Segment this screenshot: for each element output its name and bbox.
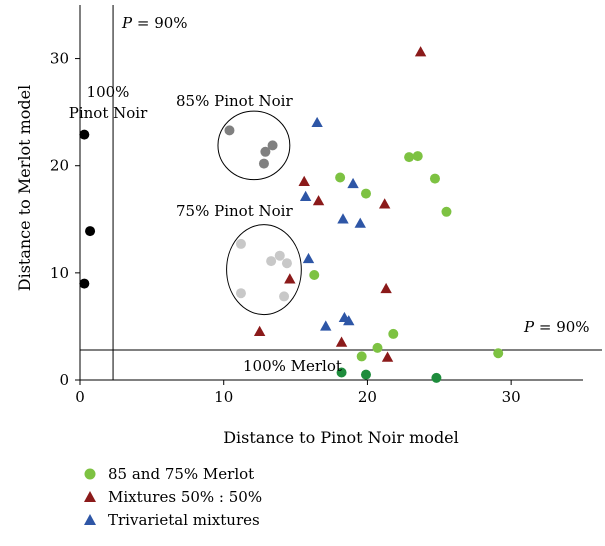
data-point-triangle — [337, 213, 349, 224]
legend-item: 85 and 75% Merlot — [82, 462, 262, 485]
data-point-triangle — [354, 217, 366, 228]
x-axis-title: Distance to Pinot Noir model — [223, 428, 459, 447]
data-point-circle — [235, 238, 246, 249]
annotation-100-merlot: 100% Merlot — [243, 357, 342, 375]
group-ellipse — [226, 224, 302, 316]
legend-item: Trivarietal mixtures — [82, 508, 262, 531]
data-point-triangle — [298, 175, 310, 186]
legend-triangle-icon — [84, 490, 96, 502]
data-point-triangle — [299, 190, 312, 201]
data-point-circle — [360, 188, 371, 199]
data-point-triangle — [312, 195, 325, 206]
data-point-triangle — [284, 273, 296, 284]
plot-area — [79, 5, 583, 381]
data-point-circle — [441, 206, 452, 217]
data-point-circle — [388, 328, 399, 339]
data-point-circle — [79, 278, 90, 289]
data-point-circle — [279, 291, 290, 302]
data-point-circle — [360, 369, 371, 380]
data-point-circle — [429, 173, 440, 184]
annotation-100-pinot-noir-line2: Pinot Noir — [69, 104, 148, 122]
data-point-circle — [309, 270, 320, 280]
legend-label: 85 and 75% Merlot — [108, 464, 255, 483]
data-point-circle — [258, 158, 269, 169]
data-point-triangle — [378, 198, 391, 209]
y-tick-label: 20 — [50, 157, 69, 175]
threshold-horizontal-label: P = 90% — [523, 318, 590, 336]
data-point-circle — [224, 125, 235, 136]
axis-ticks: 0 10 20 30 0 10 20 30 — [50, 50, 521, 406]
group-ellipses — [217, 110, 302, 316]
data-point-triangle — [335, 336, 348, 347]
data-point-triangle — [343, 315, 355, 326]
data-point-circle — [356, 351, 367, 362]
legend-triangle-icon — [84, 513, 96, 525]
legend-label: Mixtures 50% : 50% — [108, 487, 263, 506]
data-point-triangle — [347, 177, 359, 189]
data-point-circle — [404, 152, 415, 163]
data-point-circle — [266, 256, 277, 267]
data-point-triangle — [381, 351, 394, 362]
group-ellipse — [217, 110, 291, 181]
y-tick-label: 0 — [59, 371, 69, 389]
data-point-circle — [493, 348, 504, 359]
scatter-chart: P = 90% P = 90% 0 10 20 30 0 10 20 30 100% Pinot … — [15, 5, 602, 447]
data-point-circle — [79, 129, 90, 140]
data-point-circle — [85, 226, 96, 237]
x-tick-label: 20 — [358, 388, 377, 406]
data-point-triangle — [253, 325, 266, 336]
y-tick-label: 10 — [50, 264, 69, 282]
data-point-circle — [336, 367, 347, 378]
data-point-triangle — [311, 116, 323, 128]
legend-circle-icon — [84, 468, 96, 479]
data-point-circle — [281, 258, 292, 269]
annotation-85-pinot-noir: 85% Pinot Noir — [176, 92, 293, 110]
data-point-circle — [431, 372, 442, 383]
data-point-circle — [267, 140, 278, 151]
data-point-triangle — [380, 282, 392, 294]
y-axis-title: Distance to Merlot model — [15, 85, 34, 292]
data-point-circle — [235, 288, 246, 299]
data-point-circle — [372, 342, 383, 353]
legend: 85 and 75% Merlot Mixtures 50% : 50% Triva… — [82, 462, 262, 531]
data-point-circle — [335, 172, 346, 183]
x-tick-label: 10 — [214, 388, 233, 406]
annotation-75-pinot-noir: 75% Pinot Noir — [176, 202, 293, 220]
data-point-triangle — [414, 46, 427, 57]
data-point-circle — [274, 250, 285, 261]
data-points — [79, 46, 504, 383]
x-tick-label: 30 — [502, 388, 521, 406]
data-point-triangle — [320, 320, 332, 331]
annotation-100-pinot-noir-line1: 100% — [87, 83, 130, 101]
x-tick-label: 0 — [75, 388, 85, 406]
annotations: 100% Pinot Noir 85% Pinot Noir 75% Pinot No… — [69, 83, 342, 375]
data-point-triangle — [302, 252, 315, 264]
threshold-vertical-label: P = 90% — [121, 14, 188, 32]
data-point-circle — [260, 146, 271, 157]
threshold-lines: P = 90% P = 90% — [80, 5, 602, 380]
data-point-circle — [412, 151, 423, 162]
legend-item: Mixtures 50% : 50% — [82, 485, 262, 508]
legend-label: Trivarietal mixtures — [108, 510, 260, 529]
y-tick-label: 30 — [50, 50, 69, 68]
